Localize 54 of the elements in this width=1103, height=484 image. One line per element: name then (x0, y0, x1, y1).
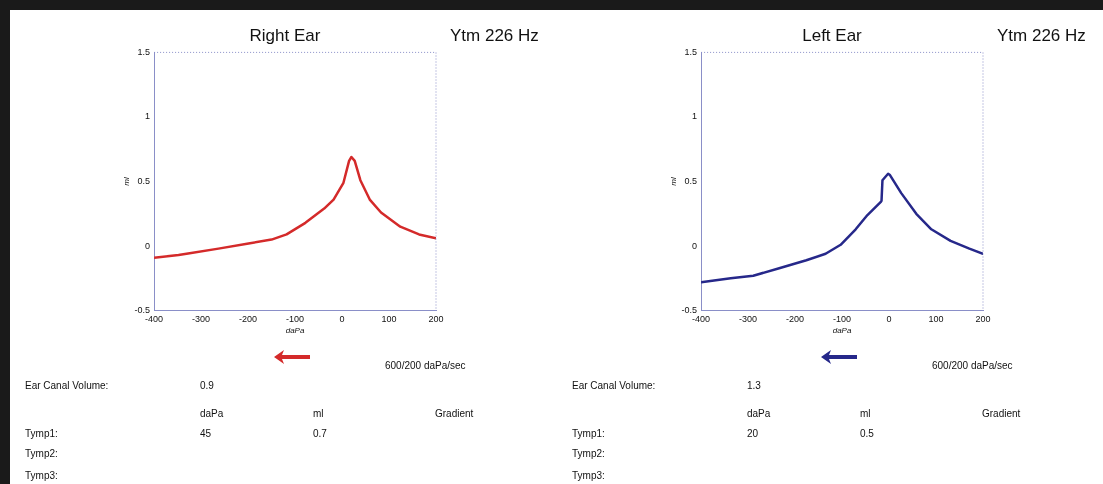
chart-title: Left Ear (802, 26, 862, 46)
x-tick-label: -300 (739, 314, 758, 325)
text: daPa (200, 408, 224, 419)
y-tick-label: 0 (692, 240, 698, 251)
text: ml (313, 408, 324, 419)
x-tick-label: 0 (339, 314, 345, 325)
y-tick-label: 0.5 (684, 175, 698, 186)
y-tick-label: 0 (145, 240, 151, 251)
x-tick-label: 100 (928, 314, 944, 325)
x-tick-label: 0 (886, 314, 892, 325)
text: 0.5 (860, 428, 874, 439)
x-tick-label: -400 (692, 314, 711, 325)
text: Ytm 226 Hz (450, 26, 539, 46)
x-tick-label: -400 (145, 314, 164, 325)
y-tick-label: 1.5 (684, 46, 698, 57)
text: 0.9 (200, 380, 214, 391)
text: Tymp2: (572, 448, 605, 459)
x-tick-label: -100 (833, 314, 852, 325)
x-tick-label: 200 (428, 314, 444, 325)
text: 1.3 (747, 380, 761, 391)
y-axis-title: ml (669, 177, 679, 186)
chart-title: Right Ear (249, 26, 321, 46)
text: 0.7 (313, 428, 327, 439)
x-tick-label: -300 (192, 314, 211, 325)
x-tick-label: -200 (239, 314, 258, 325)
y-axis-title: ml (122, 177, 132, 186)
text: 45 (200, 428, 212, 439)
text: Gradient (435, 408, 474, 419)
text: Tymp1: (572, 428, 605, 439)
text: daPa (747, 408, 771, 419)
x-axis-title: daPa (832, 326, 852, 336)
y-tick-label: 1.5 (137, 46, 151, 57)
y-tick-label: 0.5 (137, 175, 151, 186)
text: Ear Canal Volume: (572, 380, 656, 391)
text: Gradient (982, 408, 1021, 419)
x-tick-label: -200 (786, 314, 805, 325)
x-axis-title: daPa (285, 326, 305, 336)
y-tick-label: 1 (145, 111, 151, 122)
text: Tymp1: (25, 428, 58, 439)
text: ml (860, 408, 871, 419)
y-tick-label: -0.5 (681, 305, 698, 316)
text: Tymp3: (572, 470, 605, 481)
x-tick-label: -100 (286, 314, 305, 325)
x-tick-label: 200 (975, 314, 991, 325)
x-tick-label: 100 (381, 314, 397, 325)
text: Tymp3: (25, 470, 58, 481)
text: 20 (747, 428, 759, 439)
text: Tymp2: (25, 448, 58, 459)
y-tick-label: -0.5 (134, 305, 151, 316)
text: Ytm 226 Hz (997, 26, 1086, 46)
y-tick-label: 1 (692, 111, 698, 122)
text: 600/200 daPa/sec (932, 360, 1013, 371)
text: Ear Canal Volume: (25, 380, 109, 391)
text: 600/200 daPa/sec (385, 360, 466, 371)
